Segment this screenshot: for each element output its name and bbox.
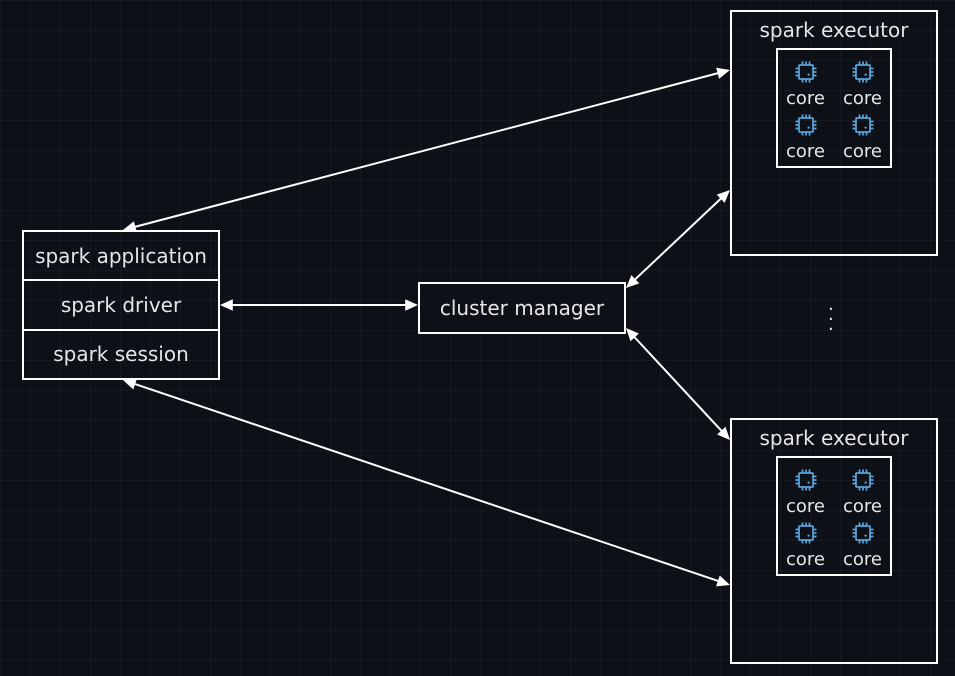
cluster-manager-box: cluster manager bbox=[418, 282, 626, 334]
spark-executor-top: spark executor core core core core bbox=[730, 10, 938, 256]
label-executor-bottom: spark executor bbox=[760, 426, 909, 450]
cpu-icon bbox=[792, 519, 820, 547]
cpu-icon bbox=[792, 466, 820, 494]
cores-box-bottom: core core core core bbox=[776, 456, 892, 576]
stack-row-application: spark application bbox=[24, 232, 218, 281]
core-label: core bbox=[786, 549, 825, 570]
cpu-icon bbox=[849, 58, 877, 86]
core-item: core bbox=[786, 519, 825, 570]
core-label: core bbox=[843, 496, 882, 517]
core-item: core bbox=[786, 466, 825, 517]
label-spark-driver: spark driver bbox=[61, 293, 181, 317]
label-spark-session: spark session bbox=[53, 342, 189, 366]
spark-application-stack: spark application spark driver spark ses… bbox=[22, 230, 220, 380]
cpu-icon bbox=[849, 519, 877, 547]
ellipsis-dots: . . . bbox=[828, 300, 834, 330]
core-item: core bbox=[843, 466, 882, 517]
cores-box-top: core core core core bbox=[776, 48, 892, 168]
stack-row-driver: spark driver bbox=[24, 281, 218, 330]
core-item: core bbox=[843, 58, 882, 109]
core-label: core bbox=[786, 496, 825, 517]
core-item: core bbox=[843, 519, 882, 570]
core-label: core bbox=[843, 141, 882, 162]
cpu-icon bbox=[849, 466, 877, 494]
core-label: core bbox=[843, 549, 882, 570]
core-label: core bbox=[786, 141, 825, 162]
label-cluster-manager: cluster manager bbox=[440, 296, 604, 320]
cpu-icon bbox=[792, 58, 820, 86]
core-item: core bbox=[843, 111, 882, 162]
label-spark-application: spark application bbox=[35, 244, 207, 268]
core-label: core bbox=[786, 88, 825, 109]
stack-row-session: spark session bbox=[24, 331, 218, 378]
core-item: core bbox=[786, 111, 825, 162]
spark-executor-bottom: spark executor core core core core bbox=[730, 418, 938, 664]
core-label: core bbox=[843, 88, 882, 109]
cpu-icon bbox=[792, 111, 820, 139]
cpu-icon bbox=[849, 111, 877, 139]
core-item: core bbox=[786, 58, 825, 109]
label-executor-top: spark executor bbox=[760, 18, 909, 42]
